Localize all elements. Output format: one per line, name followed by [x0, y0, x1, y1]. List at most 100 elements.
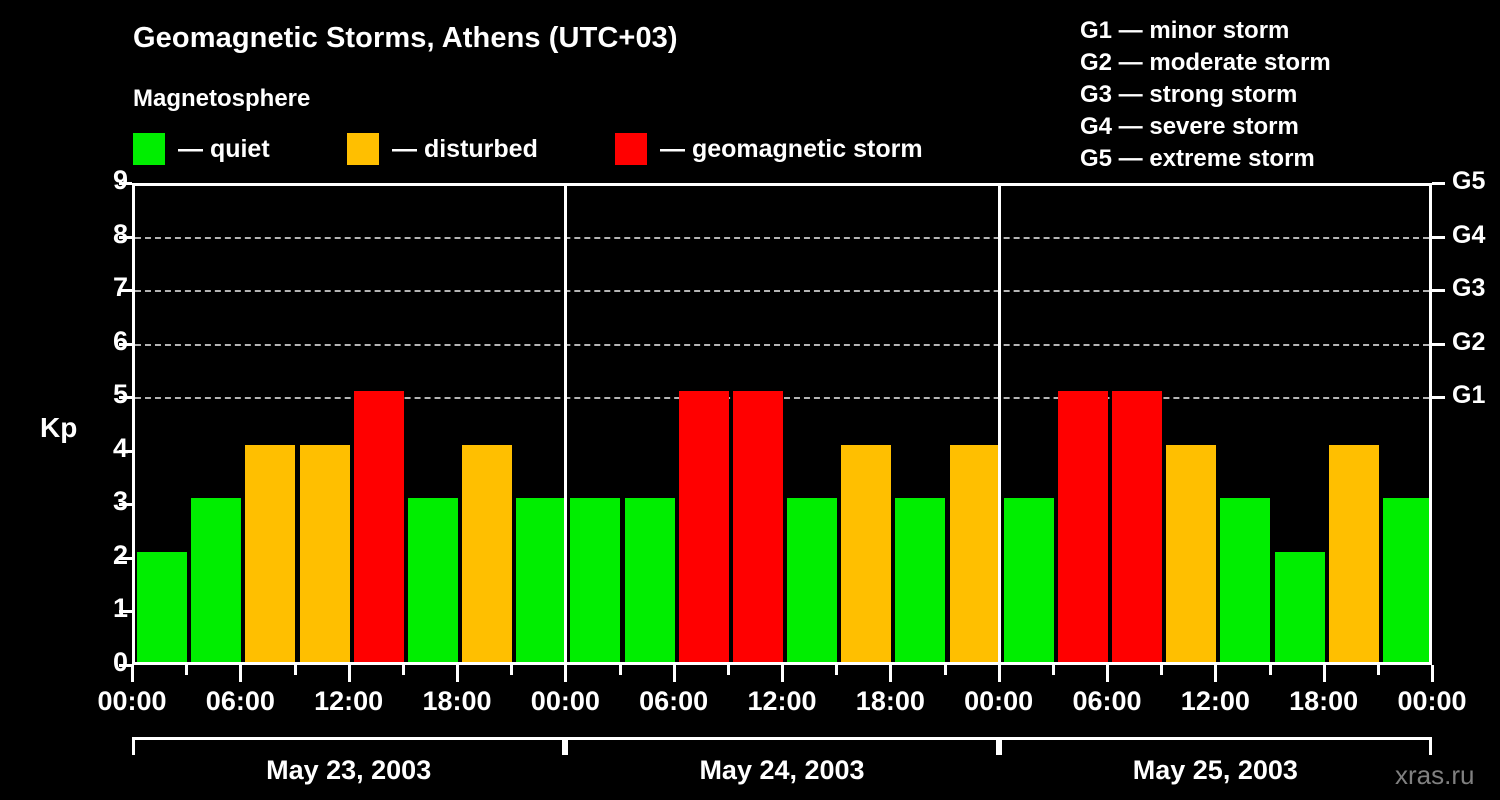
x-tick	[185, 665, 189, 675]
magnetosphere-label: Magnetosphere	[133, 85, 311, 112]
legend-swatch-disturbed	[347, 133, 379, 165]
x-tick	[1431, 665, 1434, 682]
bar	[137, 551, 188, 662]
x-tick-label: 18:00	[855, 686, 925, 716]
g-scale-line-4: G4 — severe storm	[1080, 113, 1299, 140]
right-tick-G4	[1432, 235, 1445, 239]
legend-swatch-quiet	[133, 133, 165, 165]
y-tick-6	[119, 342, 132, 346]
y-tick-label-8: 8	[112, 218, 128, 249]
day-separator	[564, 183, 568, 665]
plot-frame	[132, 183, 1432, 665]
right-tick-label-G2: G2	[1452, 327, 1486, 356]
y-tick-label-4: 4	[112, 432, 128, 463]
x-tick	[835, 665, 839, 675]
g-scale-line-3: G3 — strong storm	[1080, 81, 1298, 108]
bar	[462, 444, 513, 662]
y-tick-label-9: 9	[112, 165, 128, 195]
x-tick	[1376, 665, 1380, 675]
y-tick-label-6: 6	[112, 325, 128, 356]
bar	[299, 444, 350, 662]
legend-swatch-storm	[615, 133, 647, 165]
x-tick-label: 00:00	[964, 686, 1034, 716]
x-tick	[347, 665, 351, 682]
legend-label-quiet: — quiet	[178, 135, 270, 163]
right-tick-label-G4: G4	[1452, 220, 1486, 249]
gridline-kp-8	[135, 236, 1429, 239]
x-tick-label: 06:00	[639, 686, 709, 716]
x-tick	[781, 665, 784, 682]
right-tick-G2	[1432, 342, 1445, 346]
x-tick-label: 00:00	[530, 686, 600, 716]
bar	[787, 498, 838, 662]
y-tick-7	[119, 289, 132, 293]
y-tick-5	[119, 396, 132, 400]
g-scale-line-2: G2 — moderate storm	[1080, 49, 1331, 76]
y-tick-label-5: 5	[112, 379, 128, 410]
x-tick	[1160, 665, 1164, 675]
x-tick	[456, 665, 459, 682]
day-bracket	[565, 737, 999, 755]
x-tick	[564, 665, 568, 682]
bar	[949, 444, 1000, 662]
x-tick	[401, 665, 405, 675]
x-tick-label: 12:00	[1180, 686, 1250, 716]
x-tick	[131, 665, 134, 682]
bar	[191, 498, 242, 662]
g-scale-line-1: G1 — minor storm	[1080, 17, 1290, 44]
page-title: Geomagnetic Storms, Athens (UTC+03)	[133, 22, 678, 54]
y-tick-label-7: 7	[112, 272, 128, 303]
x-tick	[1214, 665, 1218, 682]
day-label: May 25, 2003	[1132, 755, 1298, 785]
x-tick-label: 12:00	[314, 686, 384, 716]
x-tick-label: 00:00	[1397, 686, 1467, 716]
x-tick	[1106, 665, 1109, 682]
right-tick-label-G1: G1	[1452, 381, 1486, 410]
bar	[245, 444, 296, 662]
x-tick-label: 06:00	[205, 686, 275, 716]
x-tick-label: 12:00	[747, 686, 817, 716]
g-scale-line-5: G5 — extreme storm	[1080, 145, 1315, 172]
day-bracket	[132, 737, 566, 755]
gridline-kp-7	[135, 290, 1429, 293]
x-tick-label: 18:00	[422, 686, 492, 716]
y-tick-label-2: 2	[112, 539, 128, 570]
bar	[1166, 444, 1217, 662]
bar	[1328, 444, 1379, 662]
legend-label-storm: — geomagnetic storm	[660, 135, 923, 163]
day-label: May 24, 2003	[699, 755, 865, 785]
bar	[895, 498, 946, 662]
x-tick	[997, 665, 1001, 682]
bar	[732, 391, 783, 662]
bar	[841, 444, 892, 662]
right-tick-G3	[1432, 289, 1445, 293]
y-tick-4	[119, 449, 132, 453]
y-tick-0	[119, 664, 132, 667]
bar	[1003, 498, 1054, 662]
bar	[1057, 391, 1108, 662]
bar	[624, 498, 675, 662]
y-tick-1	[119, 610, 132, 614]
legend-label-disturbed: — disturbed	[392, 135, 538, 163]
bar	[353, 391, 404, 662]
x-tick-label: 00:00	[97, 686, 167, 716]
y-tick-label-1: 1	[112, 593, 128, 624]
bar	[407, 498, 458, 662]
right-tick-label-G5: G5	[1452, 167, 1486, 195]
y-tick-9	[119, 182, 132, 185]
y-tick-label-3: 3	[112, 486, 128, 517]
bar	[570, 498, 621, 662]
bar	[1112, 391, 1163, 662]
y-tick-2	[119, 556, 132, 560]
plot-area	[135, 186, 1429, 662]
y-tick-3	[119, 503, 132, 507]
watermark: xras.ru	[1395, 760, 1475, 790]
right-tick-label-G3: G3	[1452, 274, 1486, 303]
x-tick	[618, 665, 622, 675]
x-tick	[1268, 665, 1272, 675]
x-tick	[672, 665, 676, 682]
x-tick	[1322, 665, 1326, 682]
right-tick-G5	[1432, 182, 1445, 185]
x-tick	[293, 665, 297, 675]
x-tick	[239, 665, 243, 682]
